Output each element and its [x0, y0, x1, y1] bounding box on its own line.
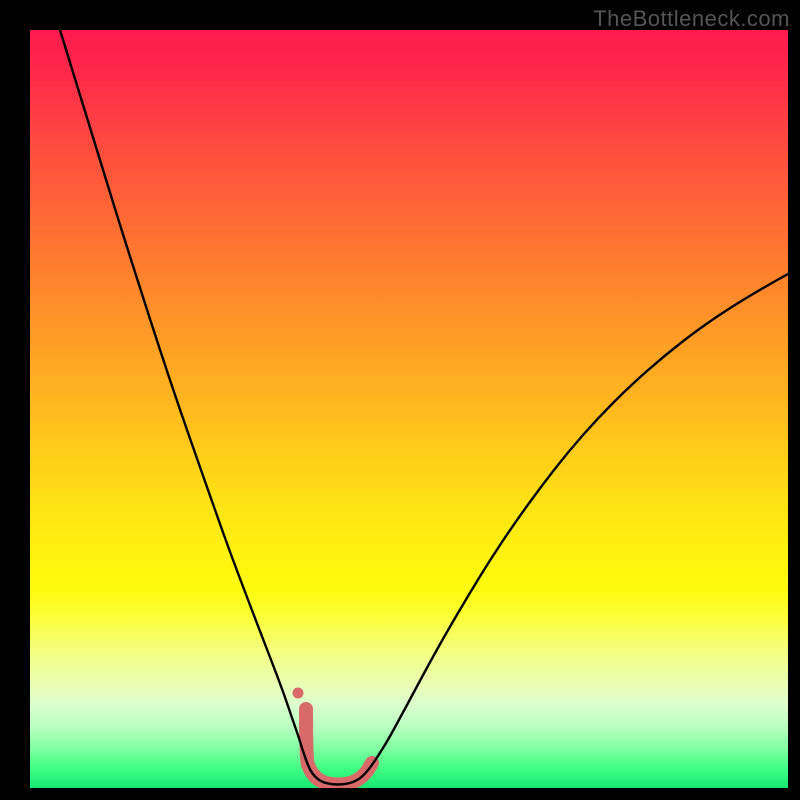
- watermark-text: TheBottleneck.com: [593, 6, 790, 32]
- highlight-dot: [293, 688, 304, 699]
- chart-svg: [0, 0, 800, 800]
- gradient-background: [30, 30, 788, 788]
